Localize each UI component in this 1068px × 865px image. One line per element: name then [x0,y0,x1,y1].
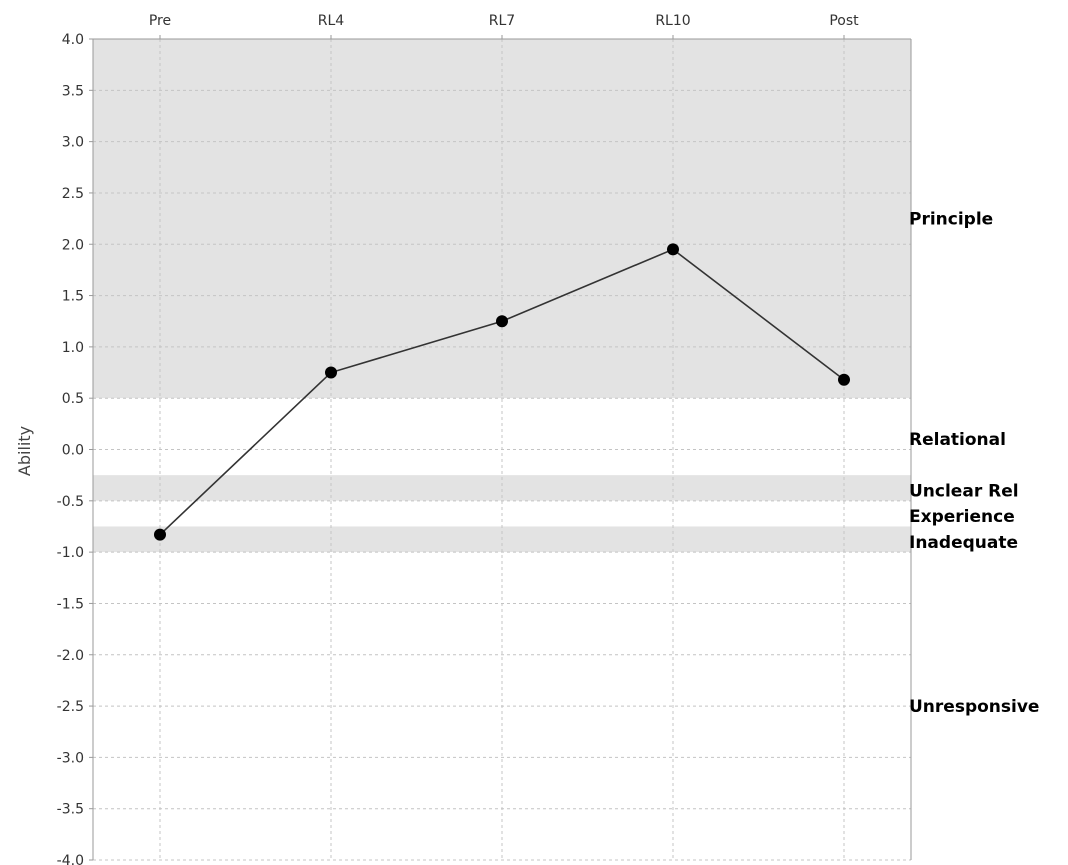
x-tick-label: RL10 [655,13,690,29]
data-point-rl4 [325,366,337,379]
y-tick-label: 4.0 [62,32,84,48]
y-tick-label: 2.0 [62,237,84,253]
band-label-inadequate: Inadequate [909,533,1018,553]
y-tick-label: 1.5 [62,289,84,305]
band-label-unresponsive: Unresponsive [909,697,1039,717]
y-tick-label: -0.5 [57,494,84,510]
y-tick-label: -1.0 [57,545,84,561]
y-axis-title: Ability [15,426,34,476]
x-tick-label: Pre [149,13,171,29]
y-tick-label: 0.5 [62,391,84,407]
band-label-principle: Principle [909,210,993,230]
y-tick-label: 1.0 [62,340,84,356]
y-tick-label: -2.5 [57,699,84,715]
band-label-experience: Experience [909,507,1015,527]
x-tick-label: RL4 [318,13,345,29]
y-tick-label: -4.0 [57,853,84,865]
y-tick-label: -3.5 [57,802,84,818]
x-tick-label: Post [829,13,859,29]
y-tick-label: -2.0 [57,648,84,664]
y-tick-label: 3.0 [62,135,84,151]
band-label-relational: Relational [909,430,1006,450]
y-tick-label: 0.0 [62,443,84,459]
data-point-pre [154,528,166,541]
data-point-post [838,373,850,386]
y-tick-label: 3.5 [62,83,84,99]
x-tick-label: RL7 [489,13,515,29]
data-point-rl10 [667,243,679,256]
y-tick-label: 2.5 [62,186,84,202]
y-tick-label: -1.5 [57,596,84,612]
band-principle [93,39,911,399]
labels-layer: Principle Relational Unclear Rel Experience… [909,210,1039,717]
data-point-rl7 [496,315,508,328]
y-tick-label: -3.0 [57,750,84,766]
axis-layer: 4.0 3.5 3.0 2.5 2.0 1.5 1.0 0.5 0.0 -0.5 -1.0 -1.5 -… [57,13,912,865]
series-layer [154,243,850,541]
band-label-unclear-rel: Unclear Rel [909,482,1019,502]
